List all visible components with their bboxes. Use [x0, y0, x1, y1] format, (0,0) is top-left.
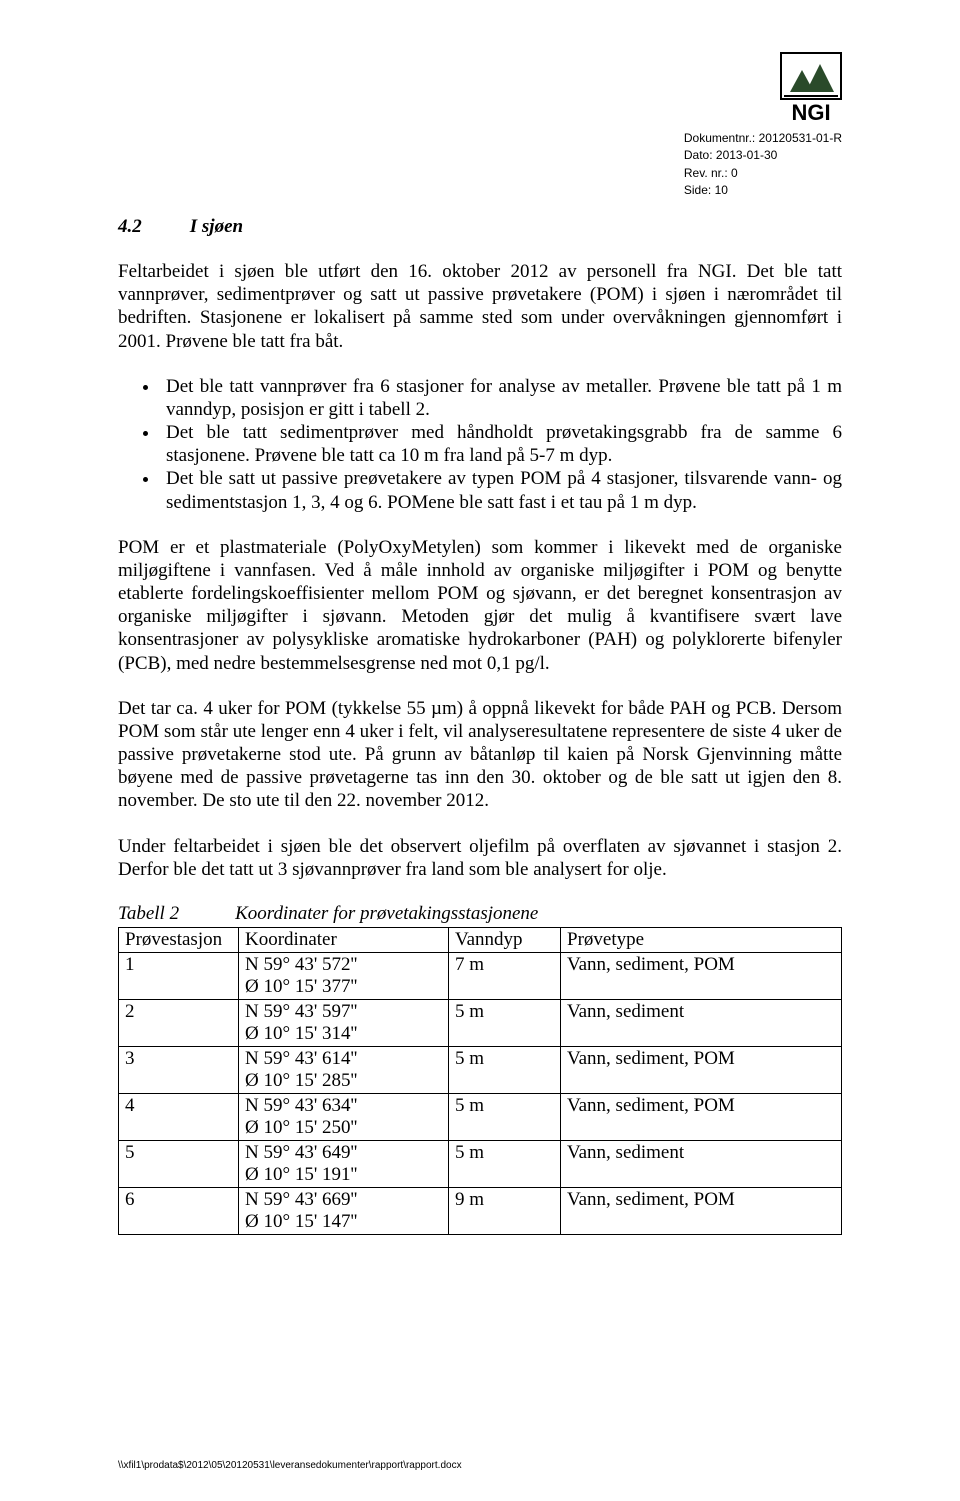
- table-row: 1 N 59° 43' 572''Ø 10° 15' 377'' 7 m Van…: [119, 952, 842, 999]
- meta-doc-no-value: 20120531-01-R: [759, 131, 842, 145]
- table-row: 4 N 59° 43' 634''Ø 10° 15' 250'' 5 m Van…: [119, 1093, 842, 1140]
- table-row: 6 N 59° 43' 669''Ø 10° 15' 147'' 9 m Van…: [119, 1187, 842, 1234]
- bullet-list: Det ble tatt vannprøver fra 6 stasjoner …: [118, 375, 842, 514]
- th-coord: Koordinater: [239, 927, 449, 952]
- cell-station: 6: [119, 1187, 239, 1234]
- meta-date-value: 2013-01-30: [716, 148, 777, 162]
- coord-n: N 59° 43' 669'': [245, 1189, 357, 1210]
- coord-n: N 59° 43' 649'': [245, 1142, 357, 1163]
- cell-coord: N 59° 43' 572''Ø 10° 15' 377'': [239, 952, 449, 999]
- meta-rev: Rev. nr.: 0: [684, 165, 842, 182]
- cell-station: 3: [119, 1046, 239, 1093]
- table-caption-text: Koordinater for prøvetakingsstasjonene: [235, 903, 538, 924]
- bullet-item: Det ble tatt vannprøver fra 6 stasjoner …: [160, 375, 842, 421]
- cell-depth: 7 m: [449, 952, 561, 999]
- coord-n: N 59° 43' 634'': [245, 1095, 357, 1116]
- table-row: 3 N 59° 43' 614''Ø 10° 15' 285'' 5 m Van…: [119, 1046, 842, 1093]
- meta-doc-no: Dokumentnr.: 20120531-01-R: [684, 130, 842, 147]
- coord-e: Ø 10° 15' 147'': [245, 1211, 357, 1232]
- th-depth: Vanndyp: [449, 927, 561, 952]
- meta-side-label: Side:: [684, 183, 711, 197]
- intro-paragraph: Feltarbeidet i sjøen ble utført den 16. …: [118, 260, 842, 353]
- cell-type: Vann, sediment, POM: [561, 952, 842, 999]
- meta-doc-no-label: Dokumentnr.:: [684, 131, 755, 145]
- section-number: 4.2: [118, 216, 142, 237]
- cell-station: 4: [119, 1093, 239, 1140]
- org-logo: NGI: [780, 52, 842, 126]
- section-title: I sjøen: [190, 216, 243, 237]
- meta-rev-value: 0: [731, 166, 738, 180]
- coord-e: Ø 10° 15' 285'': [245, 1070, 357, 1091]
- table-row: 2 N 59° 43' 597''Ø 10° 15' 314'' 5 m Van…: [119, 999, 842, 1046]
- oil-paragraph: Under feltarbeidet i sjøen ble det obser…: [118, 835, 842, 881]
- meta-date: Dato: 2013-01-30: [684, 147, 842, 164]
- table-header-row: Prøvestasjon Koordinater Vanndyp Prøvety…: [119, 927, 842, 952]
- svg-text:NGI: NGI: [791, 100, 830, 124]
- coord-e: Ø 10° 15' 250'': [245, 1117, 357, 1138]
- coord-e: Ø 10° 15' 377'': [245, 976, 357, 997]
- coord-n: N 59° 43' 614'': [245, 1048, 357, 1069]
- cell-coord: N 59° 43' 649''Ø 10° 15' 191'': [239, 1140, 449, 1187]
- bullet-item: Det ble tatt sedimentprøver med håndhold…: [160, 421, 842, 467]
- cell-type: Vann, sediment: [561, 999, 842, 1046]
- cell-coord: N 59° 43' 597''Ø 10° 15' 314'': [239, 999, 449, 1046]
- cell-depth: 5 m: [449, 1046, 561, 1093]
- cell-type: Vann, sediment, POM: [561, 1046, 842, 1093]
- coord-n: N 59° 43' 572'': [245, 954, 357, 975]
- coord-e: Ø 10° 15' 314'': [245, 1023, 357, 1044]
- coord-n: N 59° 43' 597'': [245, 1001, 357, 1022]
- ngi-logo-icon: NGI: [780, 52, 842, 124]
- cell-depth: 5 m: [449, 1093, 561, 1140]
- cell-type: Vann, sediment, POM: [561, 1093, 842, 1140]
- document-meta: Dokumentnr.: 20120531-01-R Dato: 2013-01…: [684, 130, 842, 200]
- cell-type: Vann, sediment, POM: [561, 1187, 842, 1234]
- document-page: NGI Dokumentnr.: 20120531-01-R Dato: 201…: [0, 0, 960, 1285]
- coord-e: Ø 10° 15' 191'': [245, 1164, 357, 1185]
- table-caption: Tabell 2 Koordinater for prøvetakingsstas…: [118, 903, 842, 925]
- footer-file-path: \\xfil1\prodata$\2012\05\20120531\levera…: [118, 1460, 462, 1471]
- meta-rev-label: Rev. nr.:: [684, 166, 728, 180]
- stations-table: Prøvestasjon Koordinater Vanndyp Prøvety…: [118, 927, 842, 1235]
- cell-coord: N 59° 43' 669''Ø 10° 15' 147'': [239, 1187, 449, 1234]
- meta-date-label: Dato:: [684, 148, 713, 162]
- table-caption-label: Tabell 2: [118, 903, 179, 924]
- cell-coord: N 59° 43' 614''Ø 10° 15' 285'': [239, 1046, 449, 1093]
- cell-coord: N 59° 43' 634''Ø 10° 15' 250'': [239, 1093, 449, 1140]
- meta-side: Side: 10: [684, 182, 842, 199]
- cell-depth: 9 m: [449, 1187, 561, 1234]
- cell-station: 5: [119, 1140, 239, 1187]
- table-row: 5 N 59° 43' 649''Ø 10° 15' 191'' 5 m Van…: [119, 1140, 842, 1187]
- th-station: Prøvestasjon: [119, 927, 239, 952]
- meta-side-value: 10: [715, 183, 728, 197]
- th-type: Prøvetype: [561, 927, 842, 952]
- cell-type: Vann, sediment: [561, 1140, 842, 1187]
- cell-depth: 5 m: [449, 1140, 561, 1187]
- cell-depth: 5 m: [449, 999, 561, 1046]
- timing-paragraph: Det tar ca. 4 uker for POM (tykkelse 55 …: [118, 697, 842, 813]
- section-heading: 4.2 I sjøen: [118, 216, 842, 238]
- cell-station: 2: [119, 999, 239, 1046]
- pom-paragraph: POM er et plastmateriale (PolyOxyMetylen…: [118, 536, 842, 675]
- cell-station: 1: [119, 952, 239, 999]
- bullet-item: Det ble satt ut passive preøvetakere av …: [160, 467, 842, 513]
